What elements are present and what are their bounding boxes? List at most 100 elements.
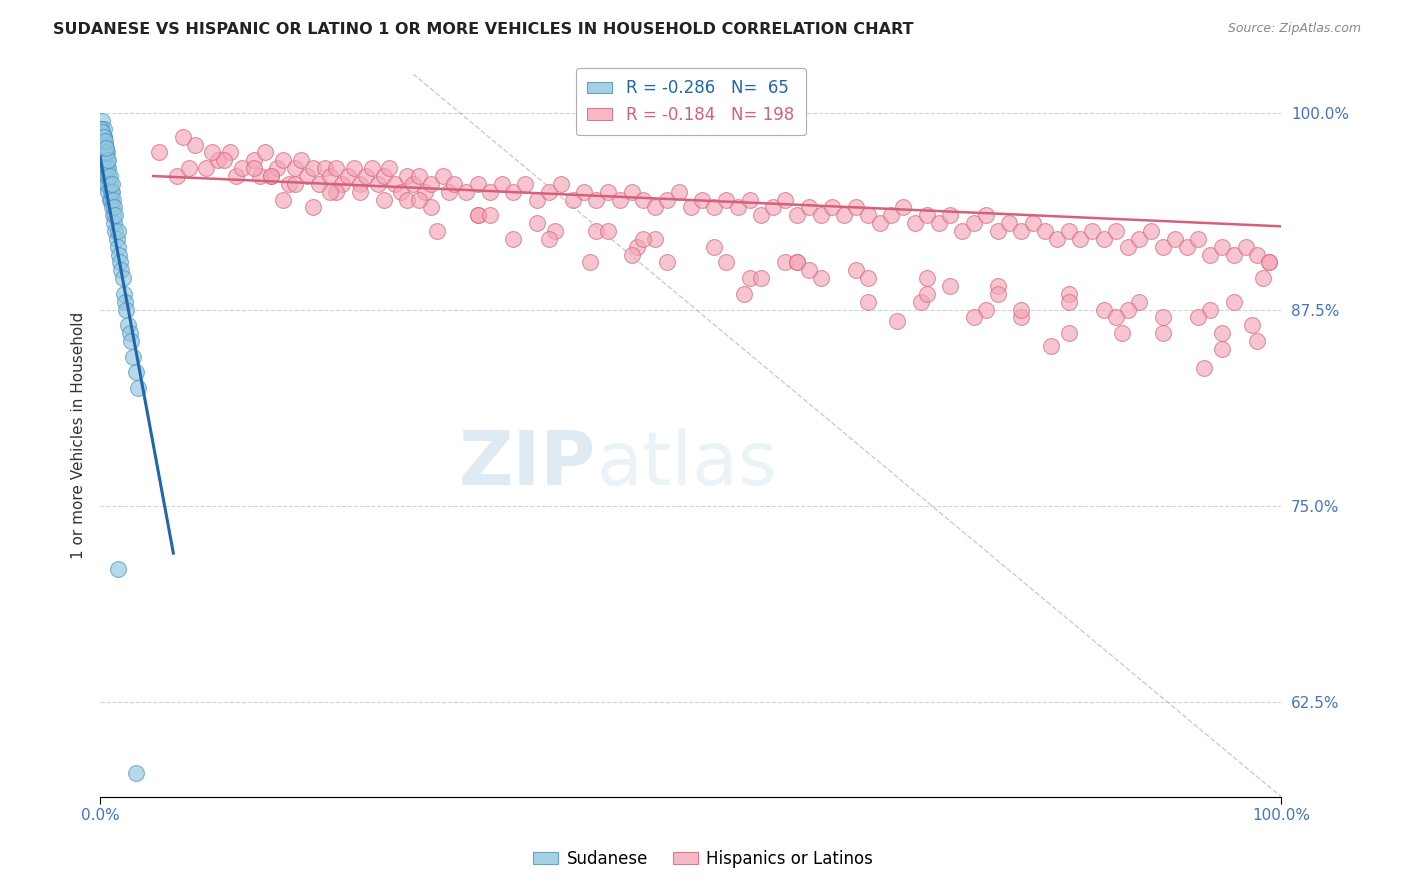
Point [467,208,489,222]
Point [644,232,666,246]
Point [148,145,170,160]
Point [96,161,118,176]
Point [207,153,229,168]
Point [260,169,283,183]
Point [596,185,619,199]
Point [987,224,1010,238]
Point [101,185,124,199]
Point [1175,240,1198,254]
Point [384,177,406,191]
Point [1092,302,1115,317]
Point [751,208,773,222]
Point [1194,360,1216,375]
Point [94,161,117,176]
Point [90,122,112,136]
Point [349,185,371,199]
Point [127,381,149,395]
Point [120,334,142,348]
Point [242,153,264,168]
Point [1199,247,1222,261]
Point [93,145,115,160]
Point [939,208,962,222]
Point [963,310,986,325]
Point [537,185,560,199]
Point [201,145,224,160]
Point [402,177,425,191]
Point [98,177,121,191]
Point [579,255,602,269]
Point [1211,326,1233,341]
Point [1128,294,1150,309]
Point [1057,326,1080,341]
Point [354,169,377,183]
Point [904,216,927,230]
Point [91,114,114,128]
Point [692,193,714,207]
Point [97,153,120,168]
Text: SUDANESE VS HISPANIC OR LATINO 1 OR MORE VEHICLES IN HOUSEHOLD CORRELATION CHART: SUDANESE VS HISPANIC OR LATINO 1 OR MORE… [53,22,914,37]
Point [378,161,401,176]
Point [821,201,844,215]
Point [432,169,454,183]
Point [714,255,737,269]
Point [950,224,973,238]
Point [91,129,114,144]
Point [1211,342,1233,356]
Point [786,208,808,222]
Point [987,279,1010,293]
Point [396,193,419,207]
Point [1081,224,1104,238]
Point [596,224,619,238]
Point [668,185,690,199]
Point [319,169,342,183]
Point [810,208,832,222]
Point [738,271,761,285]
Point [797,201,820,215]
Point [585,224,607,238]
Point [373,169,395,183]
Point [880,208,903,222]
Point [114,294,136,309]
Point [626,240,648,254]
Point [104,208,127,222]
Point [1116,240,1139,254]
Point [585,193,607,207]
Point [100,185,122,199]
Point [1105,310,1128,325]
Point [290,153,312,168]
Point [94,169,117,183]
Point [1033,224,1056,238]
Point [515,177,537,191]
Point [90,122,112,136]
Point [1092,232,1115,246]
Point [91,153,114,168]
Point [1010,302,1032,317]
Point [845,201,868,215]
Point [1199,302,1222,317]
Point [408,169,430,183]
Point [295,169,318,183]
Point [115,302,138,317]
Point [271,193,294,207]
Point [502,232,524,246]
Point [373,193,395,207]
Point [762,201,785,215]
Point [308,177,330,191]
Point [1187,310,1209,325]
Point [963,216,986,230]
Point [928,216,950,230]
Point [915,286,938,301]
Point [1246,247,1268,261]
Point [219,145,242,160]
Point [467,208,489,222]
Point [502,185,524,199]
Point [93,129,115,144]
Point [94,169,117,183]
Point [437,185,460,199]
Point [97,161,120,176]
Point [105,232,128,246]
Point [1039,339,1062,353]
Point [526,216,548,230]
Point [915,208,938,222]
Point [1187,232,1209,246]
